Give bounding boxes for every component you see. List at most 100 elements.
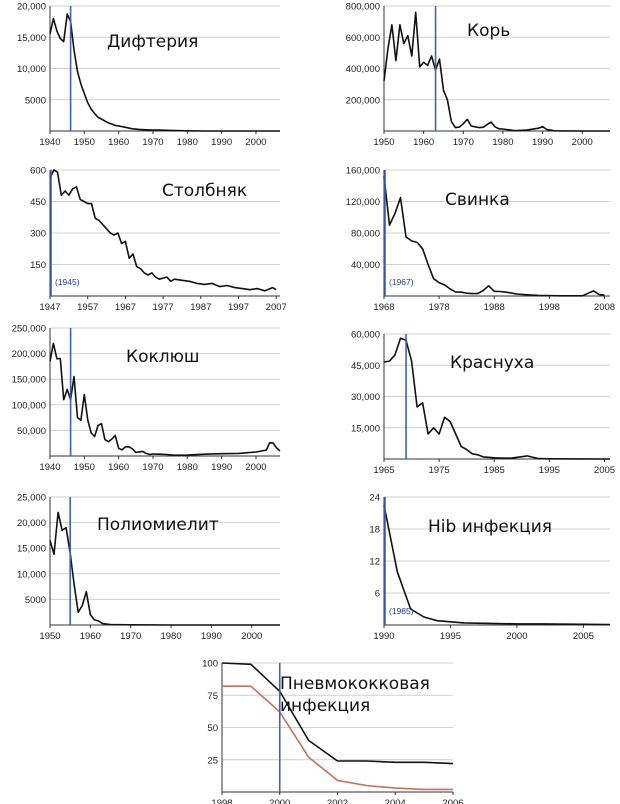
x-tick-label: 1940	[39, 137, 60, 148]
y-tick-label: 5000	[25, 95, 46, 106]
data-line-series-1	[383, 337, 611, 460]
x-tick-label: 1998	[539, 302, 560, 313]
y-tick-label: 200,000	[346, 95, 380, 106]
data-line-series-1	[383, 176, 605, 297]
y-tick-label: 25	[207, 755, 218, 766]
x-tick-label: 1950	[39, 631, 60, 642]
x-tick-label: 1990	[373, 631, 394, 642]
y-tick-label: 600	[30, 166, 46, 177]
x-tick-label: 1995	[539, 465, 560, 476]
x-tick-label: 2007	[266, 302, 287, 313]
chart-panel-2: 200,000 400,000 600,000 800,000 1950 1960 1970…	[346, 2, 610, 148]
x-tick-label: 1998	[211, 798, 232, 804]
x-tick-label: 1947	[39, 302, 60, 313]
y-tick-label: 60,000	[351, 330, 380, 341]
y-tick-label: 75	[207, 691, 218, 702]
chart-panel-1: 5000 10,000 15,000 20,000 1940 1950 1960 1970 19…	[17, 2, 280, 148]
chart-title: Hib инфекция	[428, 517, 552, 537]
chart-panel-3: 150 300 450 600 1947 1957 1967 1977 1987 1997 2007…	[30, 166, 287, 314]
chart-panel-9: 25 50 75 100 1998 2000 2002 2004 2006 Пневмококко…	[202, 659, 463, 804]
y-tick-label: 100,000	[12, 400, 46, 411]
vaccine-year-annotation: (1967)	[389, 277, 414, 287]
x-tick-label: 1967	[115, 302, 136, 313]
y-tick-label: 100	[202, 659, 218, 670]
x-tick-label: 1995	[440, 631, 461, 642]
chart-title: Корь	[467, 21, 510, 41]
y-tick-label: 600,000	[346, 33, 380, 44]
x-tick-label: 1965	[373, 465, 394, 476]
x-tick-label: 1980	[492, 137, 513, 148]
x-tick-label: 1980	[177, 137, 198, 148]
x-tick-label: 1978	[429, 302, 450, 313]
x-tick-label: 1985	[484, 465, 505, 476]
x-tick-label: 1987	[190, 302, 211, 313]
chart-panel-6: 15,000 30,000 45,000 60,000 1965 1975 1985 1995…	[351, 330, 615, 477]
x-tick-label: 1940	[39, 462, 60, 473]
data-line-series-2	[222, 685, 453, 791]
x-tick-label: 1960	[80, 631, 101, 642]
chart-panel-7: 5000 10,000 15,000 20,000 25,000 1950 1960 1970…	[17, 493, 280, 642]
y-tick-label: 6	[375, 589, 380, 600]
y-tick-label: 10,000	[17, 569, 46, 580]
y-tick-label: 25,000	[17, 493, 46, 504]
chart-title: инфекция	[280, 696, 370, 716]
vaccine-year-annotation: (1985)	[389, 606, 414, 616]
x-tick-label: 1960	[108, 462, 129, 473]
x-tick-label: 1968	[373, 302, 394, 313]
x-tick-label: 2000	[245, 462, 266, 473]
y-tick-label: 200,000	[12, 349, 46, 360]
chart-panel-4: 40,000 80,000 120,000 160,000 1968 1978 1988 19…	[346, 166, 615, 314]
x-tick-label: 2000	[506, 631, 527, 642]
x-tick-label: 1970	[142, 137, 163, 148]
y-tick-label: 250,000	[12, 324, 46, 335]
y-tick-label: 15,000	[17, 33, 46, 44]
y-tick-label: 30,000	[351, 392, 380, 403]
y-tick-label: 400,000	[346, 64, 380, 75]
x-tick-label: 1950	[74, 462, 95, 473]
x-tick-label: 1980	[177, 462, 198, 473]
y-tick-label: 5000	[25, 595, 46, 606]
data-line-series-1	[221, 662, 454, 765]
x-tick-label: 2000	[245, 137, 266, 148]
y-tick-label: 150,000	[12, 375, 46, 386]
x-tick-label: 1988	[484, 302, 505, 313]
y-tick-label: 18	[369, 525, 380, 536]
x-tick-label: 1957	[77, 302, 98, 313]
y-tick-label: 10,000	[17, 64, 46, 75]
data-line-series-1	[49, 169, 277, 292]
data-line-series-1	[49, 342, 281, 456]
x-tick-label: 1990	[201, 631, 222, 642]
x-tick-label: 1970	[142, 462, 163, 473]
chart-title: Коклюш	[126, 347, 199, 367]
y-tick-label: 15,000	[351, 423, 380, 434]
x-tick-label: 2002	[327, 798, 348, 804]
x-tick-label: 1970	[453, 137, 474, 148]
y-tick-label: 45,000	[351, 361, 380, 372]
y-tick-label: 80,000	[351, 229, 380, 240]
x-tick-label: 1997	[228, 302, 249, 313]
x-tick-label: 1990	[532, 137, 553, 148]
x-tick-label: 2005	[573, 631, 594, 642]
x-tick-label: 1980	[160, 631, 181, 642]
x-tick-label: 1970	[120, 631, 141, 642]
x-tick-label: 1950	[373, 137, 394, 148]
y-tick-label: 800,000	[346, 2, 380, 13]
chart-panel-5: 50,000 100,000 150,000 200,000 250,000 1940 19…	[12, 324, 281, 473]
chart-title: Дифтерия	[107, 32, 198, 52]
x-tick-label: 2008	[594, 302, 615, 313]
data-line-series-1	[49, 511, 280, 626]
chart-title: Полиомиелит	[97, 515, 219, 535]
data-line-series-1	[383, 504, 611, 626]
y-tick-label: 160,000	[346, 166, 380, 177]
chart-title: Пневмококковая	[280, 674, 430, 694]
y-tick-label: 50	[207, 723, 218, 734]
chart-title: Столбняк	[162, 181, 247, 201]
y-tick-label: 20,000	[17, 518, 46, 529]
y-tick-label: 12	[369, 557, 380, 568]
y-tick-label: 300	[30, 229, 46, 240]
x-tick-label: 1977	[153, 302, 174, 313]
y-tick-label: 50,000	[17, 426, 46, 437]
chart-title: Краснуха	[450, 353, 534, 373]
x-tick-label: 2006	[442, 798, 463, 804]
y-tick-label: 24	[369, 493, 380, 504]
